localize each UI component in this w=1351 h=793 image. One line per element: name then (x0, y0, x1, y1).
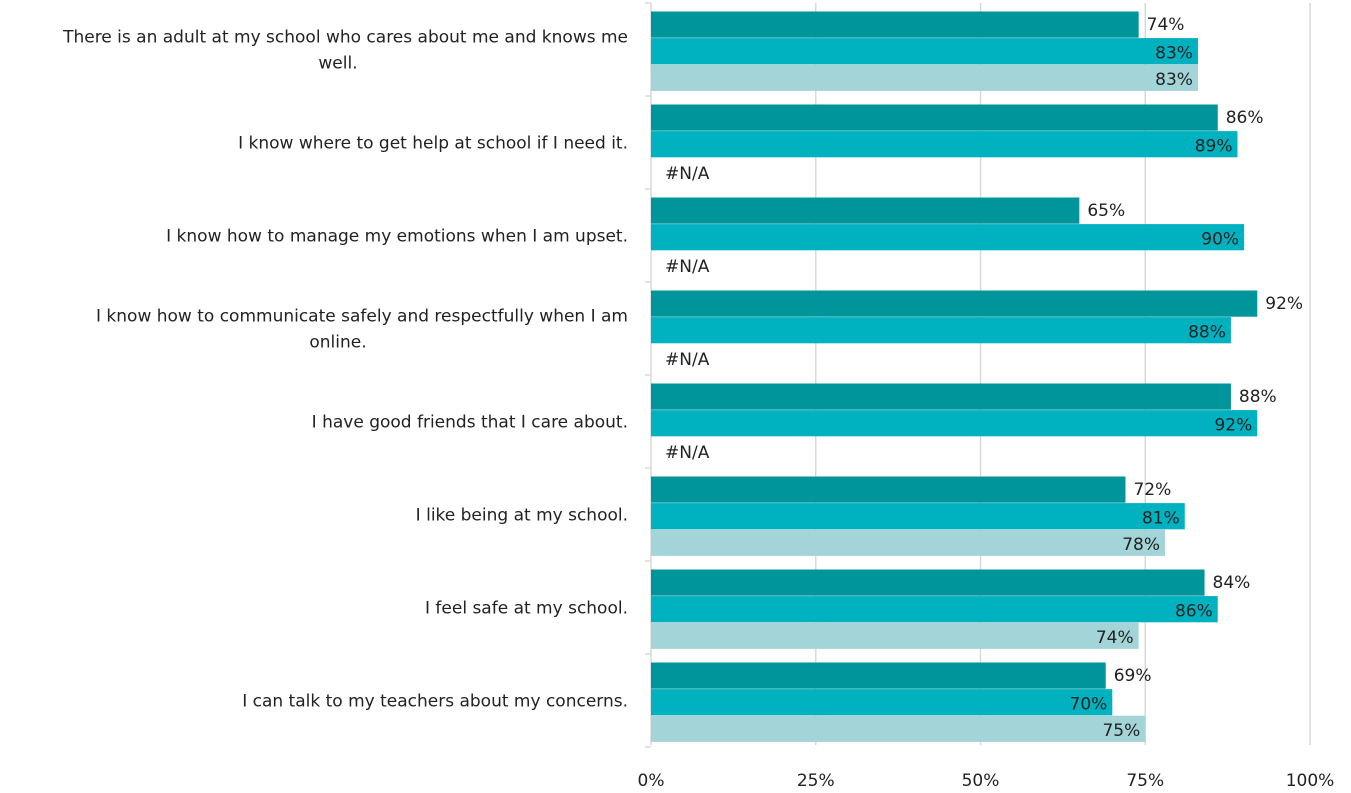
data-label: 90% (1201, 229, 1239, 249)
category-label: I like being at my school. (416, 506, 628, 526)
data-label: 92% (1265, 294, 1303, 314)
bar (651, 569, 1205, 596)
data-label: 75% (1102, 721, 1140, 741)
x-tick-label: 75% (1126, 771, 1164, 791)
x-tick-label: 0% (638, 771, 665, 791)
category-label: I can talk to my teachers about my conce… (242, 692, 628, 712)
bar (651, 224, 1245, 251)
data-label: 81% (1142, 508, 1180, 528)
data-label: 83% (1155, 70, 1193, 90)
bar (651, 38, 1198, 65)
category-label: I know where to get help at school if I … (238, 134, 628, 154)
data-label: 83% (1155, 43, 1193, 63)
data-label: 89% (1195, 136, 1233, 156)
category-label: I know how to communicate safely and res… (96, 307, 628, 327)
bar (651, 503, 1185, 530)
bar (651, 104, 1218, 131)
data-label: 74% (1147, 15, 1185, 35)
bar (651, 662, 1106, 689)
category-label: There is an adult at my school who cares… (62, 28, 628, 48)
data-label: 78% (1122, 535, 1160, 555)
category-label: I feel safe at my school. (425, 599, 628, 619)
bar (651, 476, 1126, 503)
category-label: I have good friends that I care about. (312, 413, 628, 433)
bar (651, 290, 1258, 317)
data-label: #N/A (665, 443, 710, 463)
data-label: 72% (1133, 480, 1171, 500)
bar (651, 11, 1139, 38)
bar (651, 715, 1146, 742)
x-tick-label: 25% (797, 771, 835, 791)
category-label: online. (309, 333, 366, 353)
data-label: 74% (1096, 628, 1134, 648)
data-label: 86% (1175, 601, 1213, 621)
data-label: 88% (1188, 322, 1226, 342)
data-label: 92% (1214, 415, 1252, 435)
data-label: 86% (1226, 108, 1264, 128)
x-tick-label: 100% (1286, 771, 1335, 791)
data-label: 84% (1213, 573, 1251, 593)
x-tick-label: 50% (962, 771, 1000, 791)
category-label: I know how to manage my emotions when I … (166, 227, 628, 247)
data-label: #N/A (665, 350, 710, 370)
bar (651, 317, 1231, 344)
category-label: well. (318, 54, 357, 74)
bar (651, 197, 1080, 224)
data-label: #N/A (665, 164, 710, 184)
bar (651, 596, 1218, 623)
bar (651, 622, 1139, 649)
bar (651, 410, 1258, 437)
data-label: 69% (1114, 666, 1152, 686)
bar (651, 529, 1166, 556)
data-label: 65% (1087, 201, 1125, 221)
bar (651, 131, 1238, 158)
bar (651, 64, 1198, 91)
data-label: 88% (1239, 387, 1277, 407)
bar (651, 689, 1113, 716)
data-label: #N/A (665, 257, 710, 277)
bar (651, 383, 1231, 410)
data-label: 70% (1070, 694, 1108, 714)
